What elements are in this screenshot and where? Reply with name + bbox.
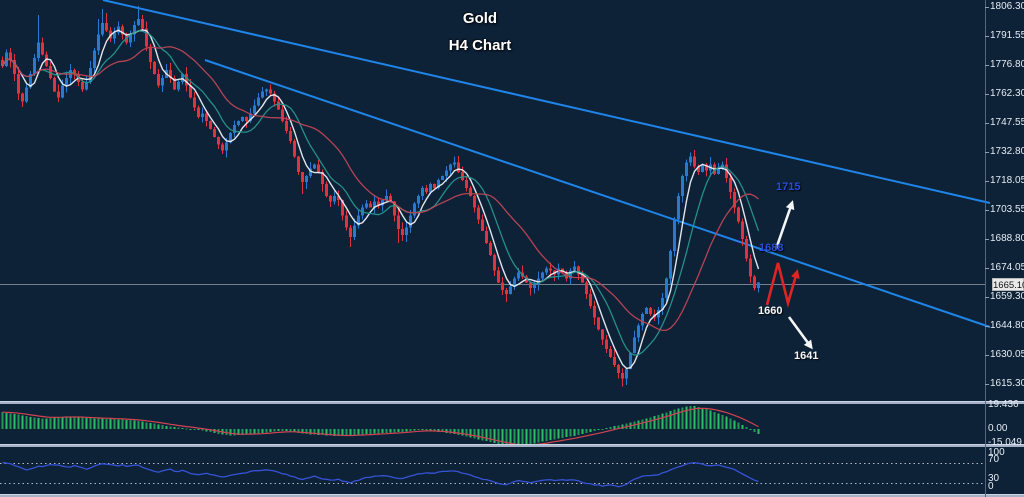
candlestick-group xyxy=(1,6,760,387)
price-axis-tick xyxy=(985,93,989,95)
price-axis-label: 1630.05 xyxy=(990,348,1024,360)
price-axis-label: 1791.55 xyxy=(990,29,1024,41)
indicator-axis-label: -15.049 xyxy=(988,437,1022,448)
indicator-axis-label: 0.00 xyxy=(988,423,1008,434)
white-arrow[interactable] xyxy=(774,200,795,250)
red-zigzag-arrow[interactable] xyxy=(765,262,800,308)
price-annotation-1715[interactable]: 1715 xyxy=(776,181,801,193)
white-arrow[interactable] xyxy=(787,316,813,350)
indicator-axis-label: 30 xyxy=(988,473,1000,484)
price-axis-label: 1762.30 xyxy=(990,87,1024,99)
price-axis-tick xyxy=(985,267,989,269)
rsi-indicator-group xyxy=(0,461,985,488)
price-axis-tick xyxy=(985,64,989,66)
indicator-axis-label: 70 xyxy=(988,454,1000,465)
indicator-axis-label: 100 xyxy=(988,447,1005,458)
panel-separator-macd[interactable] xyxy=(0,401,1024,404)
price-axis-tick xyxy=(985,296,989,298)
price-axis-tick xyxy=(985,122,989,124)
price-annotation-1660[interactable]: 1660 xyxy=(758,305,783,317)
price-axis-label: 1747.55 xyxy=(990,116,1024,128)
price-axis-tick xyxy=(985,35,989,37)
price-axis-tick xyxy=(985,325,989,327)
trendline-group[interactable] xyxy=(102,0,991,328)
macd-signal-line xyxy=(2,407,759,446)
panel-separator-bottom[interactable] xyxy=(0,494,1024,497)
price-axis-tick xyxy=(985,354,989,356)
price-axis-tick xyxy=(985,383,989,385)
price-axis-tick xyxy=(985,6,989,8)
axis-border-line xyxy=(985,0,986,497)
moving-average-group xyxy=(1,29,760,370)
macd-histogram-group xyxy=(1,406,760,445)
price-axis-tick xyxy=(985,151,989,153)
price-axis-label: 1674.05 xyxy=(990,261,1024,273)
ma-slow xyxy=(1,46,759,332)
price-axis-tick xyxy=(985,209,989,211)
annotation-arrow-group[interactable] xyxy=(765,200,813,350)
price-axis-label: 1688.80 xyxy=(990,232,1024,244)
current-price-badge: 1665.10 xyxy=(992,278,1024,291)
price-axis-tick xyxy=(985,180,989,182)
descending-trendline-2[interactable] xyxy=(204,59,991,328)
price-annotation-1688[interactable]: 1688 xyxy=(759,242,784,254)
descending-trendline-1[interactable] xyxy=(102,0,991,204)
price-axis-label: 1806.30 xyxy=(990,0,1024,12)
ma-mid xyxy=(1,30,760,356)
price-axis-label: 1615.30 xyxy=(990,377,1024,389)
panel-separator-rsi[interactable] xyxy=(0,444,1024,447)
price-axis-label: 1644.80 xyxy=(990,319,1024,331)
price-axis-label: 1703.55 xyxy=(990,203,1024,215)
ma-fast xyxy=(1,29,760,370)
indicator-axis-label: 0 xyxy=(988,481,994,492)
price-axis-label: 1732.80 xyxy=(990,145,1024,157)
price-axis-tick xyxy=(985,238,989,240)
indicator-axis-label: 19.436 xyxy=(988,399,1019,410)
price-axis-label: 1659.30 xyxy=(990,290,1024,302)
price-axis-label: 1718.05 xyxy=(990,174,1024,186)
price-axis-label: 1776.80 xyxy=(990,58,1024,70)
price-annotation-1641[interactable]: 1641 xyxy=(794,350,819,362)
